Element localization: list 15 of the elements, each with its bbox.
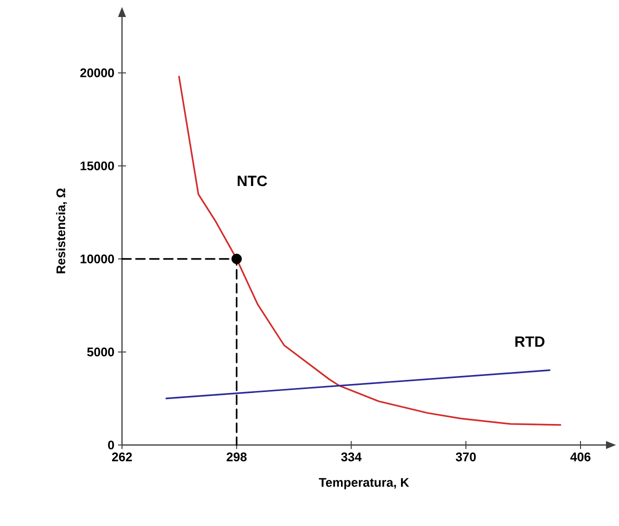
x-tick-label: 298 bbox=[226, 452, 247, 462]
y-axis-title: Resistencia, Ω bbox=[56, 188, 68, 274]
x-tick-label: 370 bbox=[456, 452, 476, 462]
text: NTC bbox=[238, 176, 268, 186]
y-tick-label: 15000 bbox=[80, 161, 114, 170]
y-tick-label: 10000 bbox=[80, 254, 114, 264]
x-tick-label: 334 bbox=[341, 452, 362, 462]
x-tick-label: 262 bbox=[112, 452, 132, 462]
x-tick-label: 406 bbox=[570, 452, 590, 462]
line-series bbox=[178, 76, 562, 426]
y-tick-label: 0 bbox=[108, 440, 114, 450]
y-tick-label: 5000 bbox=[87, 348, 114, 356]
y-tick-label: 20000 bbox=[80, 68, 114, 78]
x-axis-title: Temperatura, K bbox=[318, 478, 410, 490]
series-label: RTD bbox=[515, 336, 544, 347]
